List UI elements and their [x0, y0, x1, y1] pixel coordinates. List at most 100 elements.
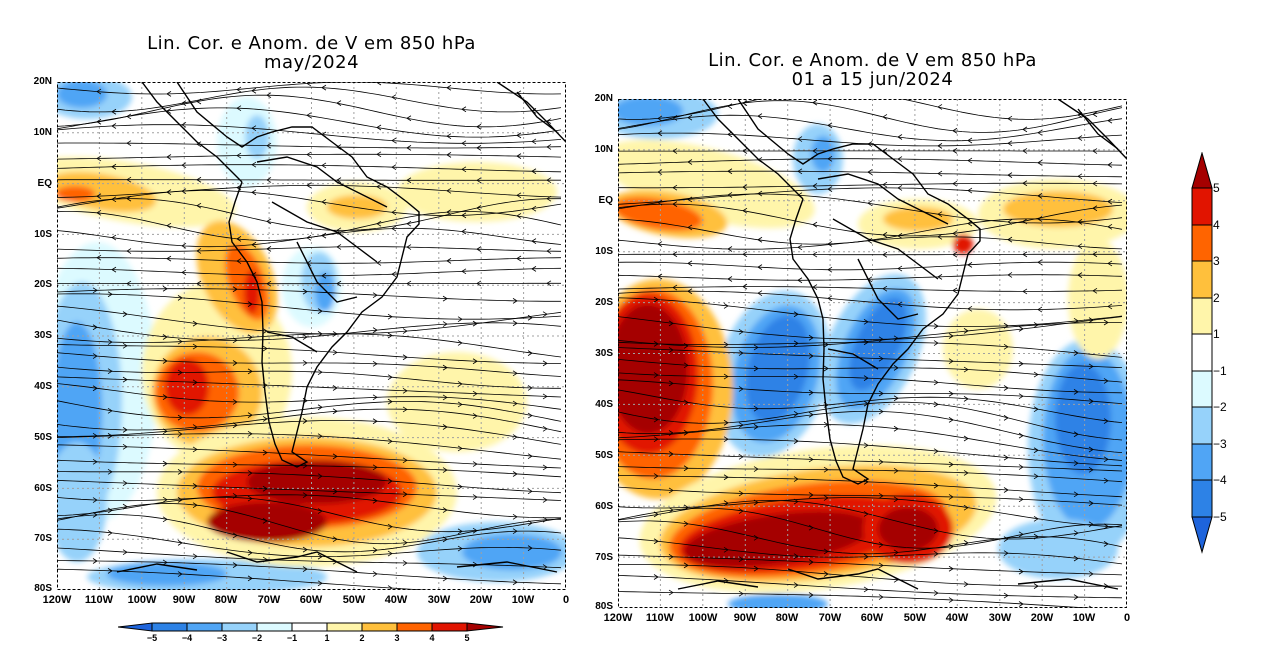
streamline-arrow	[952, 148, 958, 154]
streamline-arrow	[1073, 530, 1079, 536]
streamline-arrow	[683, 399, 689, 406]
streamline-arrow	[823, 365, 829, 372]
colorbar-arrow-low	[1191, 516, 1213, 554]
streamline-arrow	[402, 560, 408, 566]
streamline-arrow	[1107, 117, 1113, 124]
streamline-arrow	[1033, 371, 1039, 378]
streamline-arrow	[823, 548, 829, 555]
streamline-arrow	[302, 334, 308, 340]
lon-label: 30W	[988, 612, 1012, 624]
streamline-arrow	[162, 496, 168, 503]
streamline-arrow	[1092, 205, 1098, 212]
streamline-arrow	[668, 347, 674, 353]
streamline-arrow	[863, 318, 869, 325]
streamline-arrow	[266, 177, 272, 183]
streamline	[57, 184, 562, 198]
streamline-arrow	[948, 494, 954, 500]
streamline-arrow	[531, 205, 537, 212]
streamline-arrow	[457, 401, 463, 408]
streamline-arrow	[387, 374, 393, 381]
streamline-arrow	[122, 342, 128, 349]
streamline-arrow	[1107, 223, 1113, 230]
streamline-arrow	[823, 571, 829, 577]
panel1-title: Lin. Cor. e Anom. de V em 850 hPa may/20…	[57, 34, 566, 72]
streamline-arrow	[177, 469, 183, 475]
streamline-arrow	[96, 88, 102, 95]
streamline-arrow	[812, 284, 818, 290]
streamline-arrow	[472, 390, 478, 397]
streamline-arrow	[122, 503, 128, 510]
streamline-arrow	[742, 184, 748, 190]
streamline-arrow	[797, 277, 803, 284]
streamline-arrow	[723, 419, 729, 426]
streamline-arrow	[797, 136, 803, 142]
streamline-arrow	[1088, 571, 1094, 577]
streamline-arrow	[402, 406, 408, 413]
streamline-arrow	[531, 238, 537, 244]
streamline	[57, 333, 562, 358]
streamline-arrow	[738, 350, 744, 356]
streamline	[618, 401, 1123, 441]
streamline-arrow	[933, 550, 939, 557]
streamline-arrow	[372, 547, 378, 553]
streamline-arrow	[387, 523, 393, 530]
streamline-arrow	[321, 232, 327, 239]
streamline-arrow	[687, 288, 693, 295]
streamline-arrow	[738, 328, 744, 335]
streamline	[57, 366, 561, 389]
streamline-arrow	[122, 427, 128, 433]
streamline-arrow	[457, 340, 463, 346]
streamline	[618, 100, 1123, 133]
streamline	[57, 471, 562, 494]
streamline-arrow	[1018, 360, 1024, 367]
streamline-arrow	[742, 207, 748, 214]
streamline-arrow	[457, 316, 463, 322]
streamline-arrow	[897, 265, 903, 272]
streamline	[618, 170, 1123, 178]
streamline-arrow	[266, 246, 272, 252]
streamline-arrow	[321, 84, 327, 91]
streamline-arrow	[1073, 491, 1079, 498]
streamline-arrow	[166, 154, 172, 160]
streamline-arrow	[948, 461, 954, 468]
lat-label: EQ	[598, 195, 613, 206]
streamline-arrow	[162, 334, 168, 340]
streamline-arrow	[823, 466, 829, 473]
streamline-arrow	[92, 458, 98, 465]
streamline-arrow	[406, 280, 412, 287]
streamline-arrow	[687, 159, 693, 165]
streamline-arrow	[446, 258, 452, 264]
streamline-arrow	[812, 148, 818, 154]
streamline-arrow	[177, 369, 183, 376]
streamline-arrow	[317, 508, 323, 514]
streamline-arrow	[376, 183, 382, 190]
streamline-arrow	[461, 212, 467, 219]
streamline-arrow	[753, 344, 759, 351]
streamline-arrow	[668, 553, 674, 560]
streamline-arrow	[897, 134, 903, 140]
streamline-arrow	[391, 209, 397, 216]
streamline-arrow	[793, 410, 799, 417]
streamline-arrow	[332, 536, 338, 542]
streamline-arrow	[1022, 251, 1028, 258]
streamline-arrow	[262, 345, 268, 352]
panel1-title-line2: may/2024	[263, 52, 360, 73]
streamline-arrow	[1033, 583, 1039, 589]
streamline-arrow	[933, 448, 939, 455]
streamline-arrow	[668, 589, 674, 596]
streamline-arrow	[516, 213, 522, 219]
streamline-arrow	[442, 536, 448, 543]
horizontal-colorbar	[118, 622, 504, 632]
colorbar-segment	[431, 622, 468, 632]
lon-label: 80W	[775, 612, 799, 624]
streamline-arrow	[1092, 180, 1098, 187]
streamline-arrow	[808, 353, 814, 359]
streamline-arrow	[963, 540, 969, 546]
streamline-arrow	[933, 379, 939, 386]
streamline-arrow	[967, 137, 973, 144]
colorbar-segment	[186, 622, 223, 632]
streamline-arrow	[332, 453, 338, 460]
streamline-arrow	[317, 580, 323, 587]
streamline	[618, 236, 1123, 250]
streamline-arrow	[196, 176, 202, 183]
